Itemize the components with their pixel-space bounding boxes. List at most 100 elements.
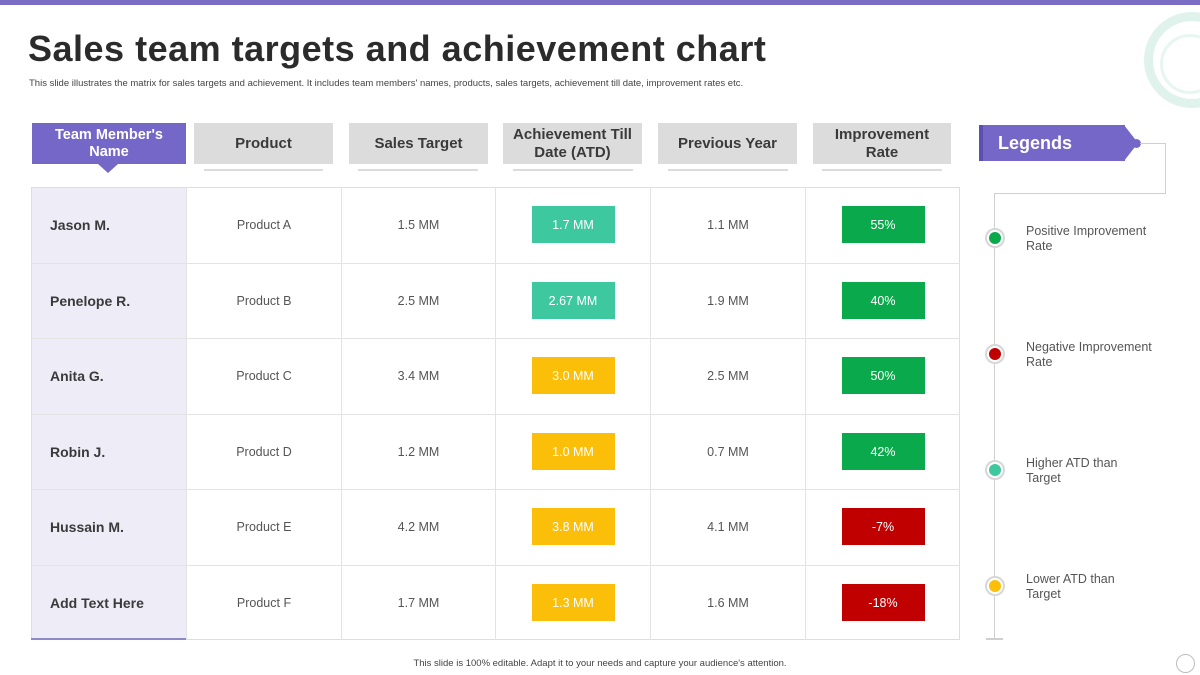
legend-label-higher-atd: Higher ATD than Target: [1026, 456, 1118, 485]
legend-timeline: [994, 193, 995, 640]
row-divider: [31, 338, 960, 339]
previous-year-cell: 1.1 MM: [707, 217, 749, 232]
footer-note: This slide is 100% editable. Adapt it to…: [413, 658, 787, 669]
product-cell: Product B: [236, 293, 292, 308]
sales-target-cell: 4.2 MM: [397, 519, 440, 534]
improvement-rate-cell: -7%: [806, 489, 960, 564]
atd-cell: 2.67 MM: [496, 263, 650, 338]
red-dot-icon: [989, 348, 1001, 360]
previous-year-cell: 0.7 MM: [707, 444, 749, 459]
legend-marker-negative: [985, 344, 1005, 364]
atd-badge: 3.0 MM: [531, 357, 615, 394]
improvement-rate-badge: 40%: [841, 282, 925, 319]
top-accent-bar: [0, 0, 1200, 5]
legend-label-positive: Positive Improvement Rate: [1026, 224, 1147, 253]
name-column-background: [31, 187, 186, 640]
header-underline: [822, 169, 942, 171]
header-underline: [513, 169, 633, 171]
product-cell: Product D: [236, 444, 292, 459]
legend-marker-higher-atd: [985, 460, 1005, 480]
atd-cell: 1.3 MM: [496, 565, 650, 640]
sales-target-cell: 1.5 MM: [397, 217, 440, 232]
legend-connector: [995, 193, 1166, 194]
sales-target-cell: 2.5 MM: [397, 293, 440, 308]
previous-year-cell: 4.1 MM: [707, 519, 749, 534]
member-name: Hussain M.: [50, 518, 124, 535]
legend-label-lower-atd: Lower ATD than Target: [1026, 572, 1115, 601]
improvement-rate-cell: 40%: [806, 263, 960, 338]
product-cell: Product F: [236, 595, 292, 610]
previous-year-cell: 1.9 MM: [707, 293, 749, 308]
improvement-rate-cell: 50%: [806, 338, 960, 413]
sales-target-cell: 1.2 MM: [397, 444, 440, 459]
member-name: Anita G.: [50, 367, 104, 384]
product-cell: Product E: [236, 519, 292, 534]
improvement-rate-cell: 42%: [806, 414, 960, 489]
row-divider: [31, 263, 960, 264]
header-underline: [358, 169, 478, 171]
legend-banner-arrow: [1124, 125, 1138, 161]
legend-connector-dot: [1132, 139, 1141, 148]
legend-banner-edge: [979, 125, 983, 161]
header-sales-target: Sales Target: [349, 123, 488, 164]
member-name: Robin J.: [50, 443, 106, 460]
header-pointer: [98, 164, 118, 173]
atd-badge: 2.67 MM: [531, 282, 615, 319]
sales-target-cell: 3.4 MM: [397, 368, 440, 383]
header-team-member: Team Member's Name: [32, 123, 186, 164]
atd-cell: 1.7 MM: [496, 187, 650, 262]
product-cell: Product A: [236, 217, 292, 232]
legend-timeline-cap: [986, 638, 1003, 640]
improvement-rate-badge: -18%: [841, 584, 925, 621]
atd-cell: 1.0 MM: [496, 414, 650, 489]
legend-connector: [1165, 143, 1166, 193]
legend-title: Legends: [979, 125, 1125, 161]
improvement-rate-cell: -18%: [806, 565, 960, 640]
decorative-ring: [1144, 12, 1200, 108]
previous-year-cell: 2.5 MM: [707, 368, 749, 383]
name-column-bottom-border: [31, 638, 186, 640]
column-divider: [495, 187, 496, 640]
yellow-dot-icon: [989, 580, 1001, 592]
member-name: Penelope R.: [50, 292, 131, 309]
atd-badge: 1.3 MM: [531, 584, 615, 621]
header-underline: [668, 169, 788, 171]
header-atd: Achievement Till Date (ATD): [503, 123, 642, 164]
atd-badge: 1.7 MM: [531, 206, 615, 243]
legend-marker-lower-atd: [985, 576, 1005, 596]
improvement-rate-badge: -7%: [841, 508, 925, 545]
member-name[interactable]: Add Text Here: [50, 594, 144, 611]
header-improvement-rate: Improvement Rate: [813, 123, 951, 164]
legend-marker-positive: [985, 228, 1005, 248]
atd-cell: 3.0 MM: [496, 338, 650, 413]
sales-target-cell: 1.7 MM: [397, 595, 440, 610]
row-divider: [31, 565, 960, 566]
legend-connector: [1140, 143, 1165, 144]
improvement-rate-badge: 55%: [841, 206, 925, 243]
header-previous-year: Previous Year: [658, 123, 797, 164]
green-dot-icon: [989, 232, 1001, 244]
row-divider: [31, 414, 960, 415]
decorative-ring-inner: [1160, 34, 1200, 94]
improvement-rate-cell: 55%: [806, 187, 960, 262]
page-title: Sales team targets and achievement chart: [28, 28, 767, 69]
column-divider: [805, 187, 806, 640]
previous-year-cell: 1.6 MM: [707, 595, 749, 610]
improvement-rate-badge: 42%: [841, 433, 925, 470]
improvement-rate-badge: 50%: [841, 357, 925, 394]
header-product: Product: [194, 123, 333, 164]
corner-circle-icon: [1176, 654, 1195, 673]
atd-cell: 3.8 MM: [496, 489, 650, 564]
column-divider: [341, 187, 342, 640]
member-name: Jason M.: [50, 216, 110, 233]
header-underline: [204, 169, 323, 171]
atd-badge: 1.0 MM: [531, 433, 615, 470]
page-subtitle: This slide illustrates the matrix for sa…: [29, 78, 744, 89]
teal-dot-icon: [989, 464, 1001, 476]
atd-badge: 3.8 MM: [531, 508, 615, 545]
legend-label-negative: Negative Improvement Rate: [1026, 340, 1152, 369]
row-divider: [31, 489, 960, 490]
product-cell: Product C: [236, 368, 292, 383]
column-divider: [186, 187, 187, 640]
column-divider: [650, 187, 651, 640]
